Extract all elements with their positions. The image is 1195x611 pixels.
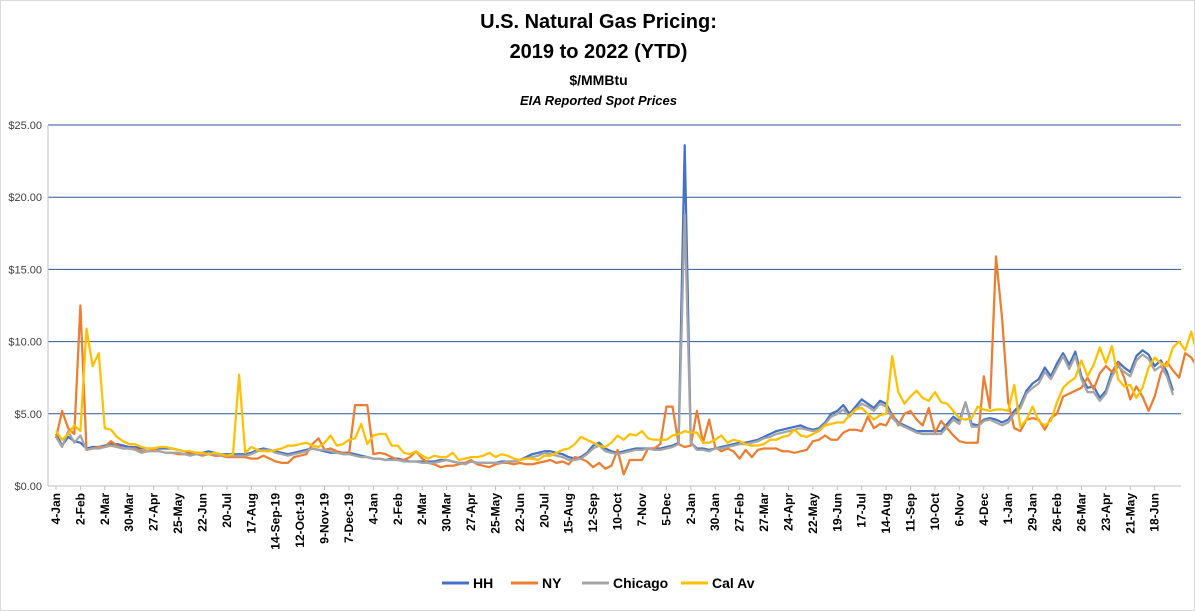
x-tick-label: 4-Jan — [366, 493, 380, 524]
x-tick-label: 12-Oct-19 — [293, 493, 307, 548]
x-tick-label: 4-Jan — [49, 493, 63, 524]
x-tick-label: 17-Jul — [855, 493, 869, 528]
x-tick-label: 20-Jul — [537, 493, 551, 528]
x-tick-label: 30-Mar — [122, 493, 136, 532]
series-lines — [54, 144, 1194, 476]
y-tick-label: $20.00 — [8, 192, 42, 204]
series-line-hh — [55, 144, 1175, 465]
y-tick-label: $15.00 — [8, 264, 42, 276]
legend-label: NY — [542, 575, 562, 591]
x-tick-label: 18-Jun — [1148, 493, 1162, 532]
x-tick-label: 1-Jan — [1001, 493, 1015, 524]
chart-title: U.S. Natural Gas Pricing: — [480, 11, 717, 33]
gridlines — [48, 124, 1181, 487]
x-tick-label: 27-Feb — [733, 493, 747, 532]
x-axis: 4-Jan 2-Feb 2-Mar 30-Mar 27-Apr 25-May 22-Jun 2… — [49, 486, 1162, 550]
x-tick-label: 20-Jul — [220, 493, 234, 528]
x-tick-label: 22-May — [806, 493, 820, 534]
x-tick-label: 5-Dec — [659, 493, 673, 526]
y-tick-label: $5.00 — [14, 409, 42, 421]
x-tick-label: 23-Apr — [1099, 493, 1113, 531]
x-tick-label: 14-Aug — [879, 493, 893, 534]
x-tick-label: 10-Oct — [611, 493, 625, 530]
x-tick-label: 2-Jan — [684, 493, 698, 524]
x-tick-label: 12-Sep — [586, 493, 600, 532]
y-tick-label: $0.00 — [14, 481, 42, 493]
x-tick-label: 27-Apr — [147, 493, 161, 531]
series-line-cal-av — [55, 327, 1194, 462]
chart-note: EIA Reported Spot Prices — [520, 93, 677, 108]
x-tick-label: 27-Mar — [757, 493, 771, 532]
x-tick-label: 24-Apr — [781, 493, 795, 531]
x-tick-label: 4-Dec — [977, 493, 991, 526]
x-tick-label: 29-Jan — [1026, 493, 1040, 531]
series-line-chicago — [55, 213, 1175, 466]
x-tick-label: 26-Mar — [1074, 493, 1088, 532]
x-tick-label: 21-May — [1123, 493, 1137, 534]
x-tick-label: 11-Sep — [904, 493, 918, 532]
y-tick-label: $10.00 — [8, 337, 42, 349]
y-axis: $0.00 $5.00 $10.00 $15.00 $20.00 $25.00 — [8, 120, 49, 493]
x-tick-label: 19-Jun — [830, 493, 844, 532]
x-tick-label: 2-Feb — [391, 493, 405, 525]
legend-label: Cal Av — [712, 575, 755, 591]
x-tick-label: 6-Nov — [952, 493, 966, 527]
legend: HH NY Chicago Cal Av — [442, 575, 755, 591]
x-tick-label: 22-Jun — [513, 493, 527, 532]
x-tick-label: 10-Oct — [928, 493, 942, 530]
x-tick-label: 27-Apr — [464, 493, 478, 531]
x-tick-label: 26-Feb — [1050, 493, 1064, 532]
x-tick-label: 2-Mar — [415, 493, 429, 525]
x-tick-label: 14-Sep-19 — [269, 493, 283, 550]
x-tick-label: 15-Aug — [562, 493, 576, 534]
x-tick-label: 25-May — [488, 493, 502, 534]
chart-title-line2: 2019 to 2022 (YTD) — [509, 41, 688, 63]
x-tick-label: 25-May — [171, 493, 185, 534]
x-tick-label: 7-Dec-19 — [342, 493, 356, 543]
x-tick-label: 2-Feb — [73, 493, 87, 525]
legend-label: Chicago — [613, 575, 668, 591]
chart-subtitle: $/MMBtu — [569, 72, 628, 88]
x-tick-label: 22-Jun — [195, 493, 209, 532]
series-line-ny — [54, 255, 1194, 476]
x-tick-label: 2-Mar — [98, 493, 112, 525]
x-tick-label: 30-Mar — [440, 493, 454, 532]
x-tick-label: 17-Aug — [244, 493, 258, 534]
x-tick-label: 30-Jan — [708, 493, 722, 531]
legend-label: HH — [473, 575, 493, 591]
x-tick-label: 9-Nov-19 — [318, 493, 332, 544]
x-tick-label: 7-Nov — [635, 493, 649, 527]
y-tick-label: $25.00 — [8, 120, 42, 132]
